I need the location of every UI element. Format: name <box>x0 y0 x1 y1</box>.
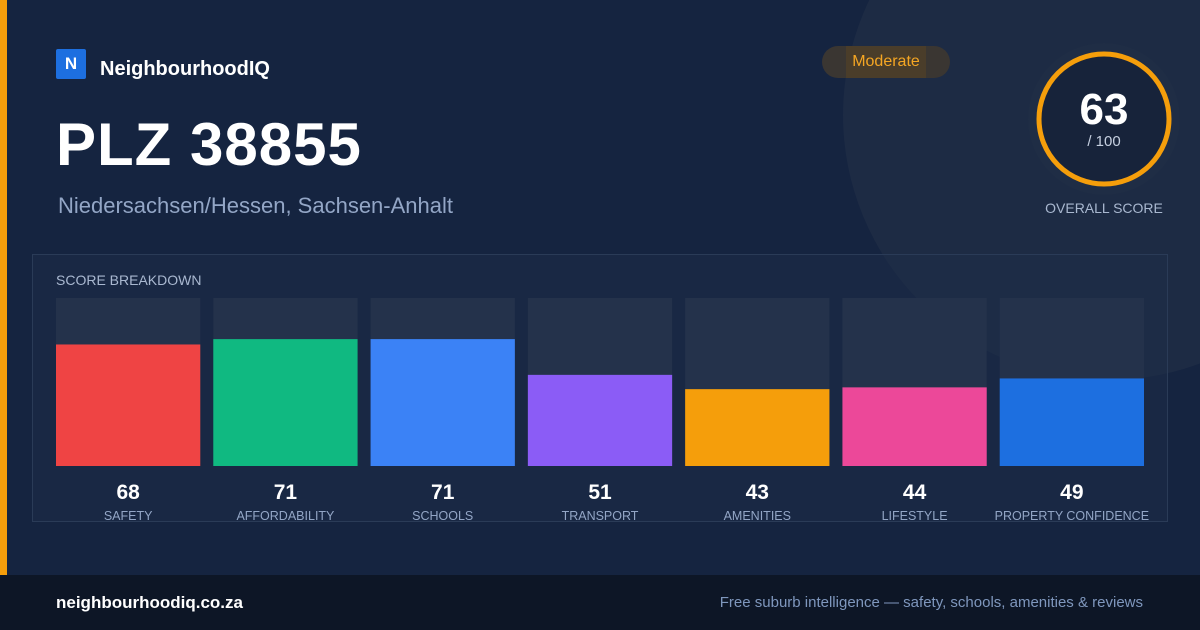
bar-label-safety: SAFETY <box>104 509 153 523</box>
overall-score-value: 63 <box>1079 85 1129 134</box>
overall-score-max: / 100 <box>1087 133 1121 150</box>
bar-value-transport: 51 <box>588 481 612 504</box>
brand-logo-icon: N <box>56 48 86 79</box>
overall-score-ring <box>1028 43 1180 195</box>
bar-value-amenities: 43 <box>746 481 769 504</box>
bar-label-amenities: AMENITIES <box>724 509 791 523</box>
bar-affordability <box>213 339 358 466</box>
footer-tagline: Free suburb intelligence — safety, schoo… <box>719 594 1143 611</box>
score-breakdown-heading: SCORE BREAKDOWN <box>56 272 202 288</box>
bar-value-schools: 71 <box>431 481 455 504</box>
bar-property-confidence <box>999 378 1144 466</box>
rating-badge-label: Moderate <box>852 53 920 70</box>
bar-value-property-confidence: 49 <box>1060 481 1083 504</box>
brand[interactable]: N NeighbourhoodIQ <box>56 46 270 81</box>
accent-bar <box>0 0 7 575</box>
bar-label-transport: TRANSPORT <box>562 509 639 523</box>
bar-label-property-confidence: PROPERTY CONFIDENCE <box>995 509 1149 523</box>
bar-label-lifestyle: LIFESTYLE <box>882 509 948 523</box>
region-subtitle: Niedersachsen/Hessen, Sachsen-Anhalt <box>58 193 454 218</box>
bar-label-affordability: AFFORDABILITY <box>236 509 335 523</box>
bar-lifestyle <box>842 387 987 466</box>
footer <box>0 575 1200 630</box>
bar-value-affordability: 71 <box>274 481 298 504</box>
bar-schools <box>370 339 515 466</box>
bar-value-lifestyle: 44 <box>903 481 927 504</box>
rating-badge: Moderate <box>822 46 950 78</box>
overall-score-caption: OVERALL SCORE <box>1045 200 1163 216</box>
bar-value-safety: 68 <box>116 481 140 504</box>
footer-domain-link[interactable]: neighbourhoodiq.co.za <box>56 593 243 612</box>
bar-transport <box>527 374 673 466</box>
score-ring-progress <box>1036 51 1172 187</box>
bar-label-schools: SCHOOLS <box>412 509 473 523</box>
bar-amenities <box>685 389 830 466</box>
brand-name: NeighbourhoodIQ <box>100 58 270 80</box>
page-title: PLZ 38855 <box>56 111 362 178</box>
bar-safety <box>56 344 201 466</box>
